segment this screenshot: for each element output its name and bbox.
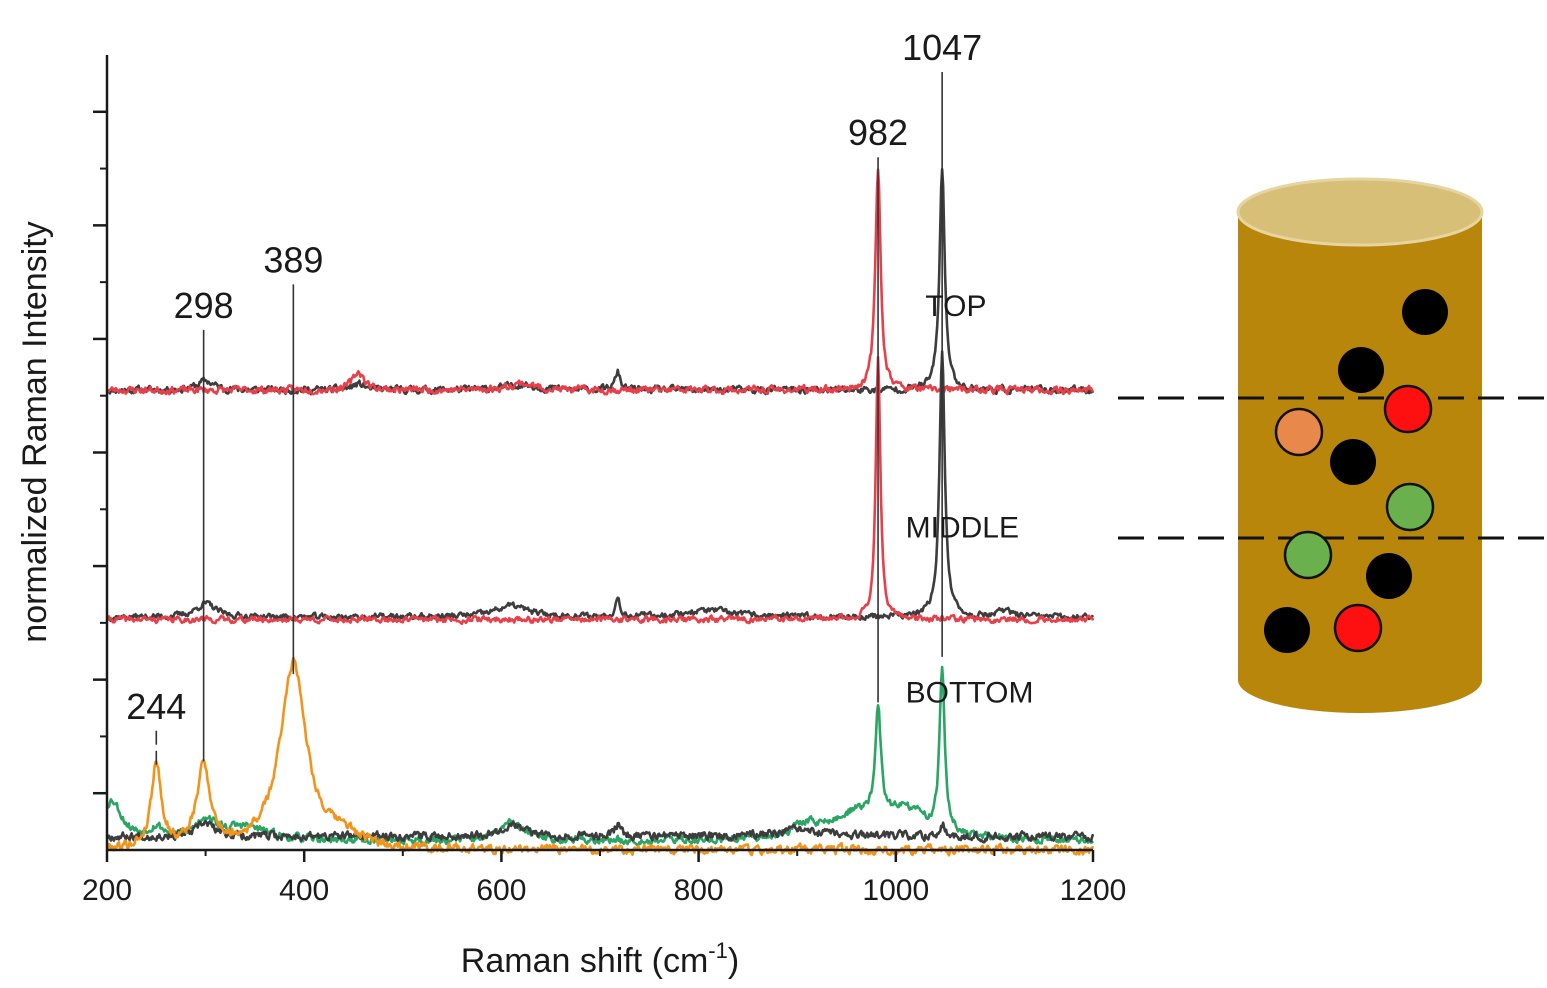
peak-annotations: 244 298 389 982 1047	[126, 27, 982, 769]
series-top-black	[106, 167, 1095, 396]
x-axis-label-sup: -1	[708, 938, 728, 963]
plot-area: 244 298 389 982 1047 200 400 600 800 1000 1200 TOP…	[82, 27, 1126, 907]
spectra-series	[105, 167, 1095, 857]
peak-label-1047: 1047	[902, 27, 982, 68]
y-axis-label: normalized Raman Intensity	[16, 221, 54, 642]
series-bottom-black	[106, 819, 1095, 844]
x-tick-label: 1200	[1060, 874, 1127, 907]
particle	[1383, 384, 1433, 434]
x-tick-label: 1000	[862, 874, 929, 907]
x-tick-label: 400	[279, 874, 329, 907]
series-middle-red	[105, 355, 1095, 626]
sample-cylinder-schematic	[1118, 177, 1545, 713]
particle	[1264, 607, 1310, 653]
peak-label-982: 982	[848, 112, 908, 153]
particle	[1333, 603, 1383, 653]
peak-label-389: 389	[263, 239, 323, 280]
section-label-bottom: BOTTOM	[906, 676, 1034, 709]
particle	[1283, 530, 1333, 580]
particle	[1385, 482, 1435, 532]
peak-label-244: 244	[126, 686, 186, 727]
peak-label-298: 298	[174, 285, 234, 326]
particle	[1366, 553, 1412, 599]
cylinder-top	[1236, 177, 1484, 247]
series-top-red	[106, 168, 1095, 396]
x-tick-label: 800	[674, 874, 724, 907]
section-label-top: TOP	[925, 290, 986, 323]
particles	[1264, 289, 1448, 653]
x-axis-label-close: )	[728, 942, 739, 980]
x-axis-label-main: Raman shift (cm	[461, 942, 709, 980]
axes: 200 400 600 800 1000 1200 TOP MIDDLE BOTTOM	[82, 55, 1126, 907]
particle	[1330, 439, 1376, 485]
cylinder-bottom	[1238, 647, 1482, 713]
x-tick-label: 600	[476, 874, 526, 907]
particle	[1274, 407, 1324, 457]
particle	[1338, 347, 1384, 393]
section-label-middle: MIDDLE	[906, 512, 1019, 545]
x-tick-label: 200	[82, 874, 132, 907]
x-axis-label: Raman shift (cm-1)	[461, 938, 739, 980]
particle	[1402, 289, 1448, 335]
